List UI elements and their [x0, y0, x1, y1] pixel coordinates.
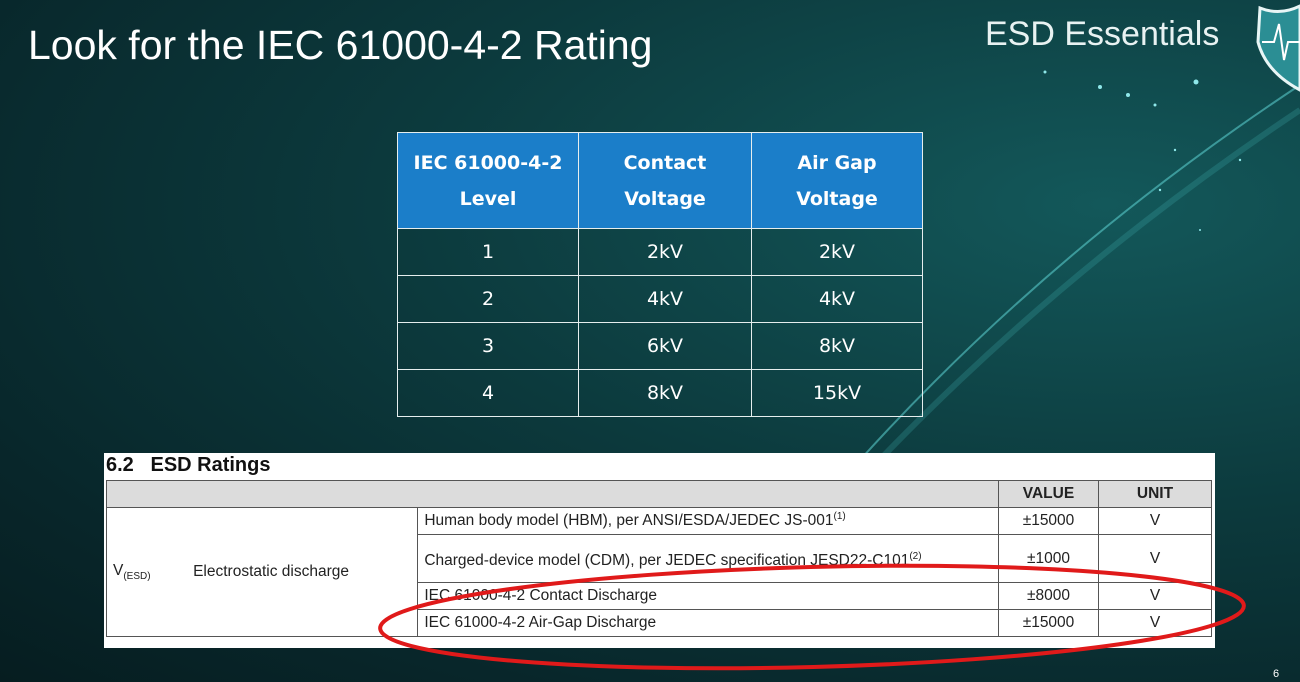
- symbol-cell: V(ESD): [106, 507, 188, 637]
- unit-cell: V: [1098, 609, 1212, 637]
- esd-ratings-excerpt: 6.2 ESD Ratings VALUE UNIT V(ESD) Electr…: [104, 453, 1215, 648]
- header-text: Contact: [623, 151, 707, 174]
- header-text: Air Gap: [797, 151, 877, 174]
- level-cell: 1: [397, 228, 579, 276]
- parameter-cell: Electrostatic discharge: [187, 507, 419, 637]
- table-header-row: VALUE UNIT: [106, 480, 1212, 508]
- header-unit: UNIT: [1098, 480, 1212, 508]
- value-cell: ±15000: [998, 507, 1099, 535]
- condition-cell: Human body model (HBM), per ANSI/ESDA/JE…: [417, 507, 999, 535]
- contact-cell: 4kV: [578, 275, 752, 323]
- condition-cell: IEC 61000-4-2 Contact Discharge: [417, 582, 999, 610]
- header-contact-voltage: Contact Voltage: [578, 132, 752, 229]
- iec-level-table: IEC 61000-4-2 Level Contact Voltage Air Ga…: [397, 132, 923, 417]
- level-cell: 2: [397, 275, 579, 323]
- symbol-subscript: (ESD): [123, 571, 151, 583]
- air-gap-cell: 4kV: [751, 275, 923, 323]
- air-gap-cell: 15kV: [751, 369, 923, 417]
- unit-cell: V: [1098, 534, 1212, 583]
- table-row: 4 8kV 15kV: [397, 369, 923, 417]
- condition-text: Charged-device model (CDM), per JEDEC sp…: [424, 552, 910, 570]
- shield-heartbeat-icon: [1256, 4, 1300, 92]
- level-cell: 4: [397, 369, 579, 417]
- header-text: IEC 61000-4-2: [413, 151, 563, 174]
- footnote: (2): [909, 550, 922, 562]
- header-text: Level: [459, 187, 517, 210]
- air-gap-cell: 8kV: [751, 322, 923, 370]
- brand-name: ESD Essentials: [985, 15, 1220, 53]
- contact-cell: 6kV: [578, 322, 752, 370]
- header-level: IEC 61000-4-2 Level: [397, 132, 579, 229]
- table-row: V(ESD) Electrostatic discharge Human bod…: [106, 507, 1212, 637]
- contact-cell: 8kV: [578, 369, 752, 417]
- unit-cell: V: [1098, 582, 1212, 610]
- section-title: 6.2 ESD Ratings: [106, 454, 271, 476]
- value-cell: ±15000: [998, 609, 1099, 637]
- table-row: 2 4kV 4kV: [397, 275, 923, 323]
- condition-cell: IEC 61000-4-2 Air-Gap Discharge: [417, 609, 999, 637]
- esd-ratings-table: VALUE UNIT V(ESD) Electrostatic discharg…: [106, 480, 1212, 637]
- contact-cell: 2kV: [578, 228, 752, 276]
- page-number: 6: [1273, 668, 1280, 680]
- header-value: VALUE: [998, 480, 1099, 508]
- value-cell: ±8000: [998, 582, 1099, 610]
- air-gap-cell: 2kV: [751, 228, 923, 276]
- unit-cell: V: [1098, 507, 1212, 535]
- condition-text: Human body model (HBM), per ANSI/ESDA/JE…: [424, 512, 834, 530]
- footnote: (1): [833, 511, 846, 523]
- table-row: 3 6kV 8kV: [397, 322, 923, 370]
- slide-title: Look for the IEC 61000-4-2 Rating: [28, 22, 653, 68]
- header-text: Voltage: [796, 187, 878, 210]
- level-cell: 3: [397, 322, 579, 370]
- header-text: Voltage: [624, 187, 706, 210]
- table-header-row: IEC 61000-4-2 Level Contact Voltage Air Ga…: [397, 132, 923, 229]
- header-blank: [106, 480, 999, 508]
- header-air-gap-voltage: Air Gap Voltage: [751, 132, 923, 229]
- condition-cell: Charged-device model (CDM), per JEDEC sp…: [417, 534, 999, 583]
- table-row: 1 2kV 2kV: [397, 228, 923, 276]
- symbol: V: [113, 561, 124, 579]
- value-cell: ±1000: [998, 534, 1099, 583]
